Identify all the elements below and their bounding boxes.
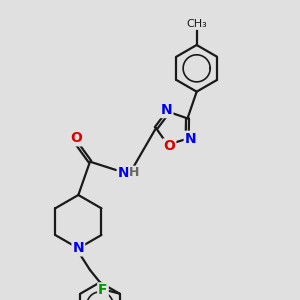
Text: CH₃: CH₃ (186, 19, 207, 29)
Text: O: O (70, 131, 82, 145)
Text: N: N (118, 166, 129, 180)
Text: N: N (161, 103, 172, 117)
Text: F: F (98, 283, 108, 297)
Text: N: N (185, 132, 196, 146)
Text: N: N (73, 241, 84, 255)
Text: O: O (164, 140, 175, 153)
Text: H: H (129, 166, 139, 179)
